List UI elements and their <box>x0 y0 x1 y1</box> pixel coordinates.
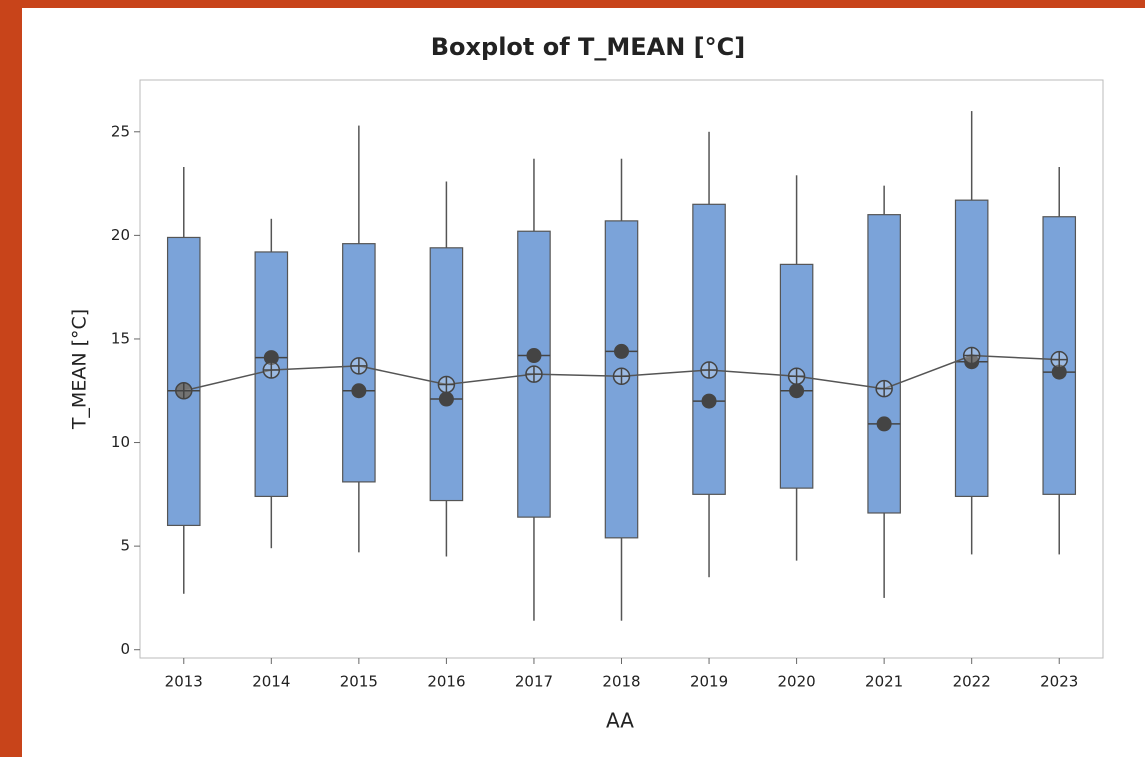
median-marker <box>701 393 717 409</box>
slide-border-left <box>0 0 22 757</box>
mean-marker <box>700 361 718 379</box>
mean-marker <box>350 357 368 375</box>
mean-marker <box>262 361 281 379</box>
mean-marker <box>612 367 631 386</box>
x-tick-label: 2021 <box>865 673 903 691</box>
box <box>166 236 201 527</box>
mean-marker <box>525 365 543 383</box>
mean-marker <box>1050 350 1068 369</box>
x-tick-label: 2023 <box>1040 673 1078 691</box>
median-marker <box>1051 364 1067 380</box>
x-tick-label: 2015 <box>340 673 378 691</box>
y-tick-label: 0 <box>120 640 130 658</box>
y-tick-label: 25 <box>111 122 130 140</box>
median-marker <box>263 350 279 366</box>
median-marker <box>614 343 629 359</box>
x-tick-label: 2022 <box>953 673 991 691</box>
mean-marker <box>437 375 456 394</box>
mean-marker <box>962 346 981 365</box>
x-tick-label: 2017 <box>515 673 553 691</box>
x-axis-label: AA <box>606 709 634 733</box>
box <box>692 203 726 495</box>
median-marker <box>876 416 892 432</box>
y-tick-label: 15 <box>111 329 130 347</box>
y-tick-label: 20 <box>111 226 130 244</box>
y-axis-label: T_MEAN [°C] <box>69 309 91 430</box>
mean-marker <box>875 379 893 398</box>
chart-title: Boxplot of T_MEAN [°C] <box>431 33 745 61</box>
x-tick-label: 2018 <box>602 673 640 691</box>
median-marker <box>789 383 805 399</box>
mean-marker <box>175 382 193 400</box>
slide-border-top <box>0 0 1145 8</box>
y-tick-label: 5 <box>120 537 130 555</box>
box <box>867 214 901 514</box>
median-marker <box>438 391 454 407</box>
x-tick-label: 2013 <box>165 673 203 691</box>
median-marker <box>526 348 542 364</box>
x-tick-label: 2016 <box>427 673 465 691</box>
x-tick-label: 2019 <box>690 673 728 691</box>
x-tick-label: 2014 <box>252 673 290 691</box>
box <box>429 247 464 502</box>
x-tick-label: 2020 <box>777 673 815 691</box>
y-tick-label: 10 <box>111 433 130 451</box>
mean-marker <box>787 367 806 386</box>
median-marker <box>351 383 367 399</box>
